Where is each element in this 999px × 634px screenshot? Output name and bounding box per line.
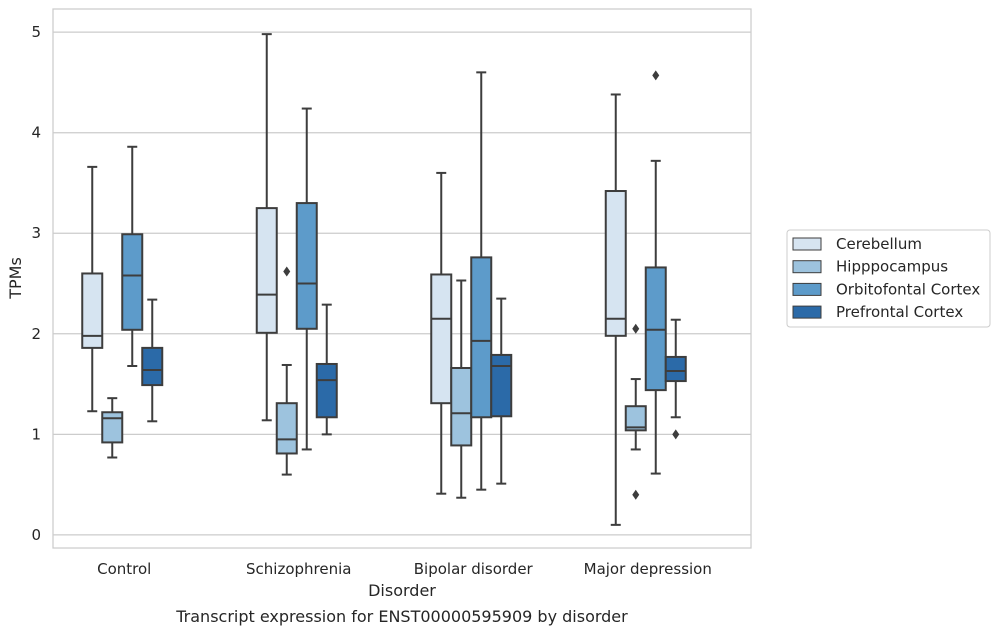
box [81,272,104,349]
y-tick-label: 0 [31,526,41,544]
box [121,233,144,331]
box-group [315,303,338,436]
outlier-point [672,429,680,440]
box-group [255,33,278,422]
legend-label: Hipppocampus [836,258,948,276]
x-axis-ticks: Control Schizophrenia Bipolar disorder Majo… [97,560,712,578]
legend-swatch [792,237,822,251]
box [295,202,318,330]
y-tick-label: 5 [31,23,41,41]
box-group [604,93,627,526]
y-tick-label: 3 [31,224,41,242]
x-axis-label: Disorder [368,581,436,600]
y-axis-label: TPMs [6,257,25,300]
box-group [81,165,104,413]
y-tick-label: 1 [31,425,41,443]
box-group [101,397,124,459]
box [624,405,647,432]
box-group [121,145,144,367]
legend: Cerebellum Hipppocampus Orbitofontal Corte… [786,229,991,328]
box [255,207,278,334]
box [275,402,298,455]
box [450,366,473,447]
outlier-point [283,266,291,277]
box-group [644,70,667,475]
legend-label: Orbitofontal Cortex [836,280,980,298]
box [470,256,493,419]
box-group [664,318,687,440]
x-tick-label: Bipolar disorder [414,560,534,578]
box [644,266,667,392]
box [101,411,124,444]
box-group [624,323,647,500]
box-group [430,171,453,495]
x-tick-label: Control [97,560,151,578]
outlier-point [652,70,660,81]
plot-area [52,8,752,549]
box-group [295,107,318,451]
y-tick-label: 4 [31,124,41,142]
box [664,355,687,383]
box-group [470,71,493,491]
legend-label: Cerebellum [836,235,922,253]
box-groups [81,33,687,526]
y-tick-label: 2 [31,325,41,343]
box [490,353,513,418]
figure-caption: Transcript expression for ENST0000059590… [175,607,628,626]
legend-swatch [792,282,822,296]
legend-frame [786,229,991,328]
x-tick-label: Major depression [584,560,712,578]
legend-swatch [792,305,822,319]
box-group [141,298,164,423]
box [141,346,164,387]
box-group [490,297,513,485]
outlier-point [632,323,640,334]
gridlines [53,31,751,536]
box [430,273,453,405]
y-axis-ticks: 0 1 2 3 4 5 [31,23,41,544]
box [604,190,627,337]
outlier-point [632,489,640,500]
legend-swatch [792,260,822,274]
box-group [275,266,298,476]
box [315,362,338,419]
legend-label: Prefrontal Cortex [836,303,963,321]
x-tick-label: Schizophrenia [246,560,351,578]
